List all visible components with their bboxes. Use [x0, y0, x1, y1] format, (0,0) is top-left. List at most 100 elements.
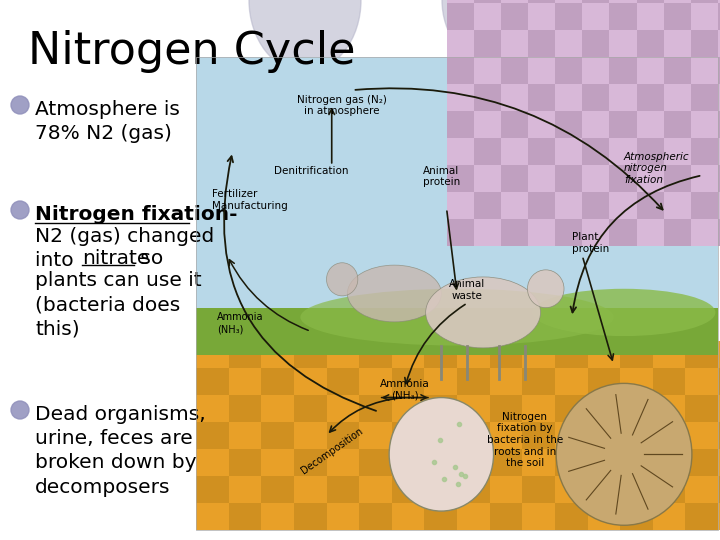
- Bar: [261, 395, 294, 422]
- Bar: [609, 30, 636, 57]
- Bar: [196, 308, 718, 355]
- Bar: [555, 422, 588, 449]
- Circle shape: [11, 96, 29, 114]
- Bar: [636, 165, 664, 192]
- Bar: [718, 219, 720, 246]
- Bar: [528, 84, 555, 111]
- Bar: [501, 30, 528, 57]
- Bar: [457, 476, 490, 503]
- Bar: [359, 476, 392, 503]
- Bar: [620, 449, 653, 476]
- Bar: [326, 476, 359, 503]
- Bar: [446, 30, 474, 57]
- Bar: [501, 0, 528, 3]
- Bar: [457, 395, 490, 422]
- Bar: [392, 449, 424, 476]
- Bar: [588, 503, 620, 530]
- Bar: [555, 395, 588, 422]
- Bar: [326, 395, 359, 422]
- Bar: [582, 84, 609, 111]
- Bar: [229, 368, 261, 395]
- Bar: [588, 449, 620, 476]
- Bar: [691, 165, 718, 192]
- Ellipse shape: [587, 0, 683, 62]
- Circle shape: [11, 201, 29, 219]
- Text: N2 (gas) changed
into: N2 (gas) changed into: [35, 227, 215, 270]
- Text: Nitrogen gas (N₂)
in atmosphere: Nitrogen gas (N₂) in atmosphere: [297, 95, 387, 117]
- Bar: [685, 503, 718, 530]
- Bar: [474, 84, 501, 111]
- Bar: [653, 395, 685, 422]
- Bar: [636, 111, 664, 138]
- Bar: [261, 503, 294, 530]
- Bar: [261, 422, 294, 449]
- Ellipse shape: [556, 383, 692, 525]
- Bar: [294, 449, 326, 476]
- Bar: [555, 449, 588, 476]
- Bar: [582, 192, 609, 219]
- Bar: [685, 449, 718, 476]
- Bar: [446, 84, 474, 111]
- Bar: [582, 165, 609, 192]
- Bar: [424, 449, 457, 476]
- Bar: [691, 138, 718, 165]
- Bar: [522, 395, 555, 422]
- Bar: [474, 192, 501, 219]
- Bar: [685, 476, 718, 503]
- Bar: [555, 3, 582, 30]
- Text: Animal
protein: Animal protein: [423, 166, 460, 187]
- Bar: [474, 30, 501, 57]
- Bar: [457, 449, 490, 476]
- Bar: [196, 422, 229, 449]
- Bar: [326, 341, 359, 368]
- Bar: [261, 449, 294, 476]
- Bar: [555, 30, 582, 57]
- Text: Atmosphere is
78% N2 (gas): Atmosphere is 78% N2 (gas): [35, 100, 180, 143]
- Bar: [501, 219, 528, 246]
- Bar: [326, 503, 359, 530]
- Bar: [685, 368, 718, 395]
- Bar: [636, 57, 664, 84]
- Bar: [528, 219, 555, 246]
- Bar: [664, 219, 691, 246]
- Bar: [664, 192, 691, 219]
- Bar: [474, 111, 501, 138]
- Bar: [196, 368, 229, 395]
- Bar: [691, 57, 718, 84]
- Text: plants can use it
(bacteria does
this): plants can use it (bacteria does this): [35, 271, 202, 339]
- Bar: [718, 476, 720, 503]
- Bar: [528, 192, 555, 219]
- Bar: [718, 503, 720, 530]
- Bar: [359, 449, 392, 476]
- Bar: [555, 138, 582, 165]
- Ellipse shape: [326, 263, 358, 296]
- Text: Nitrogen
fixation by
bacteria in the
roots and in
the soil: Nitrogen fixation by bacteria in the roo…: [487, 411, 563, 468]
- Bar: [229, 476, 261, 503]
- Bar: [691, 30, 718, 57]
- Bar: [528, 57, 555, 84]
- Bar: [501, 57, 528, 84]
- Bar: [588, 476, 620, 503]
- Bar: [636, 30, 664, 57]
- Bar: [446, 0, 474, 3]
- Bar: [522, 341, 555, 368]
- Bar: [588, 341, 620, 368]
- Bar: [718, 111, 720, 138]
- Bar: [229, 395, 261, 422]
- Text: Ammonia
(NH₃): Ammonia (NH₃): [380, 379, 430, 400]
- Text: Decomposition: Decomposition: [299, 426, 364, 476]
- Bar: [636, 3, 664, 30]
- Bar: [229, 422, 261, 449]
- Bar: [664, 30, 691, 57]
- Bar: [196, 476, 229, 503]
- Text: Atmospheric
nitrogen
fixation: Atmospheric nitrogen fixation: [624, 152, 690, 185]
- Bar: [664, 3, 691, 30]
- Bar: [474, 57, 501, 84]
- Bar: [685, 422, 718, 449]
- Bar: [555, 165, 582, 192]
- Bar: [457, 503, 490, 530]
- Text: Dead organisms,
urine, feces are
broken down by
decomposers: Dead organisms, urine, feces are broken …: [35, 405, 206, 497]
- Bar: [359, 422, 392, 449]
- Bar: [718, 341, 720, 368]
- Bar: [326, 422, 359, 449]
